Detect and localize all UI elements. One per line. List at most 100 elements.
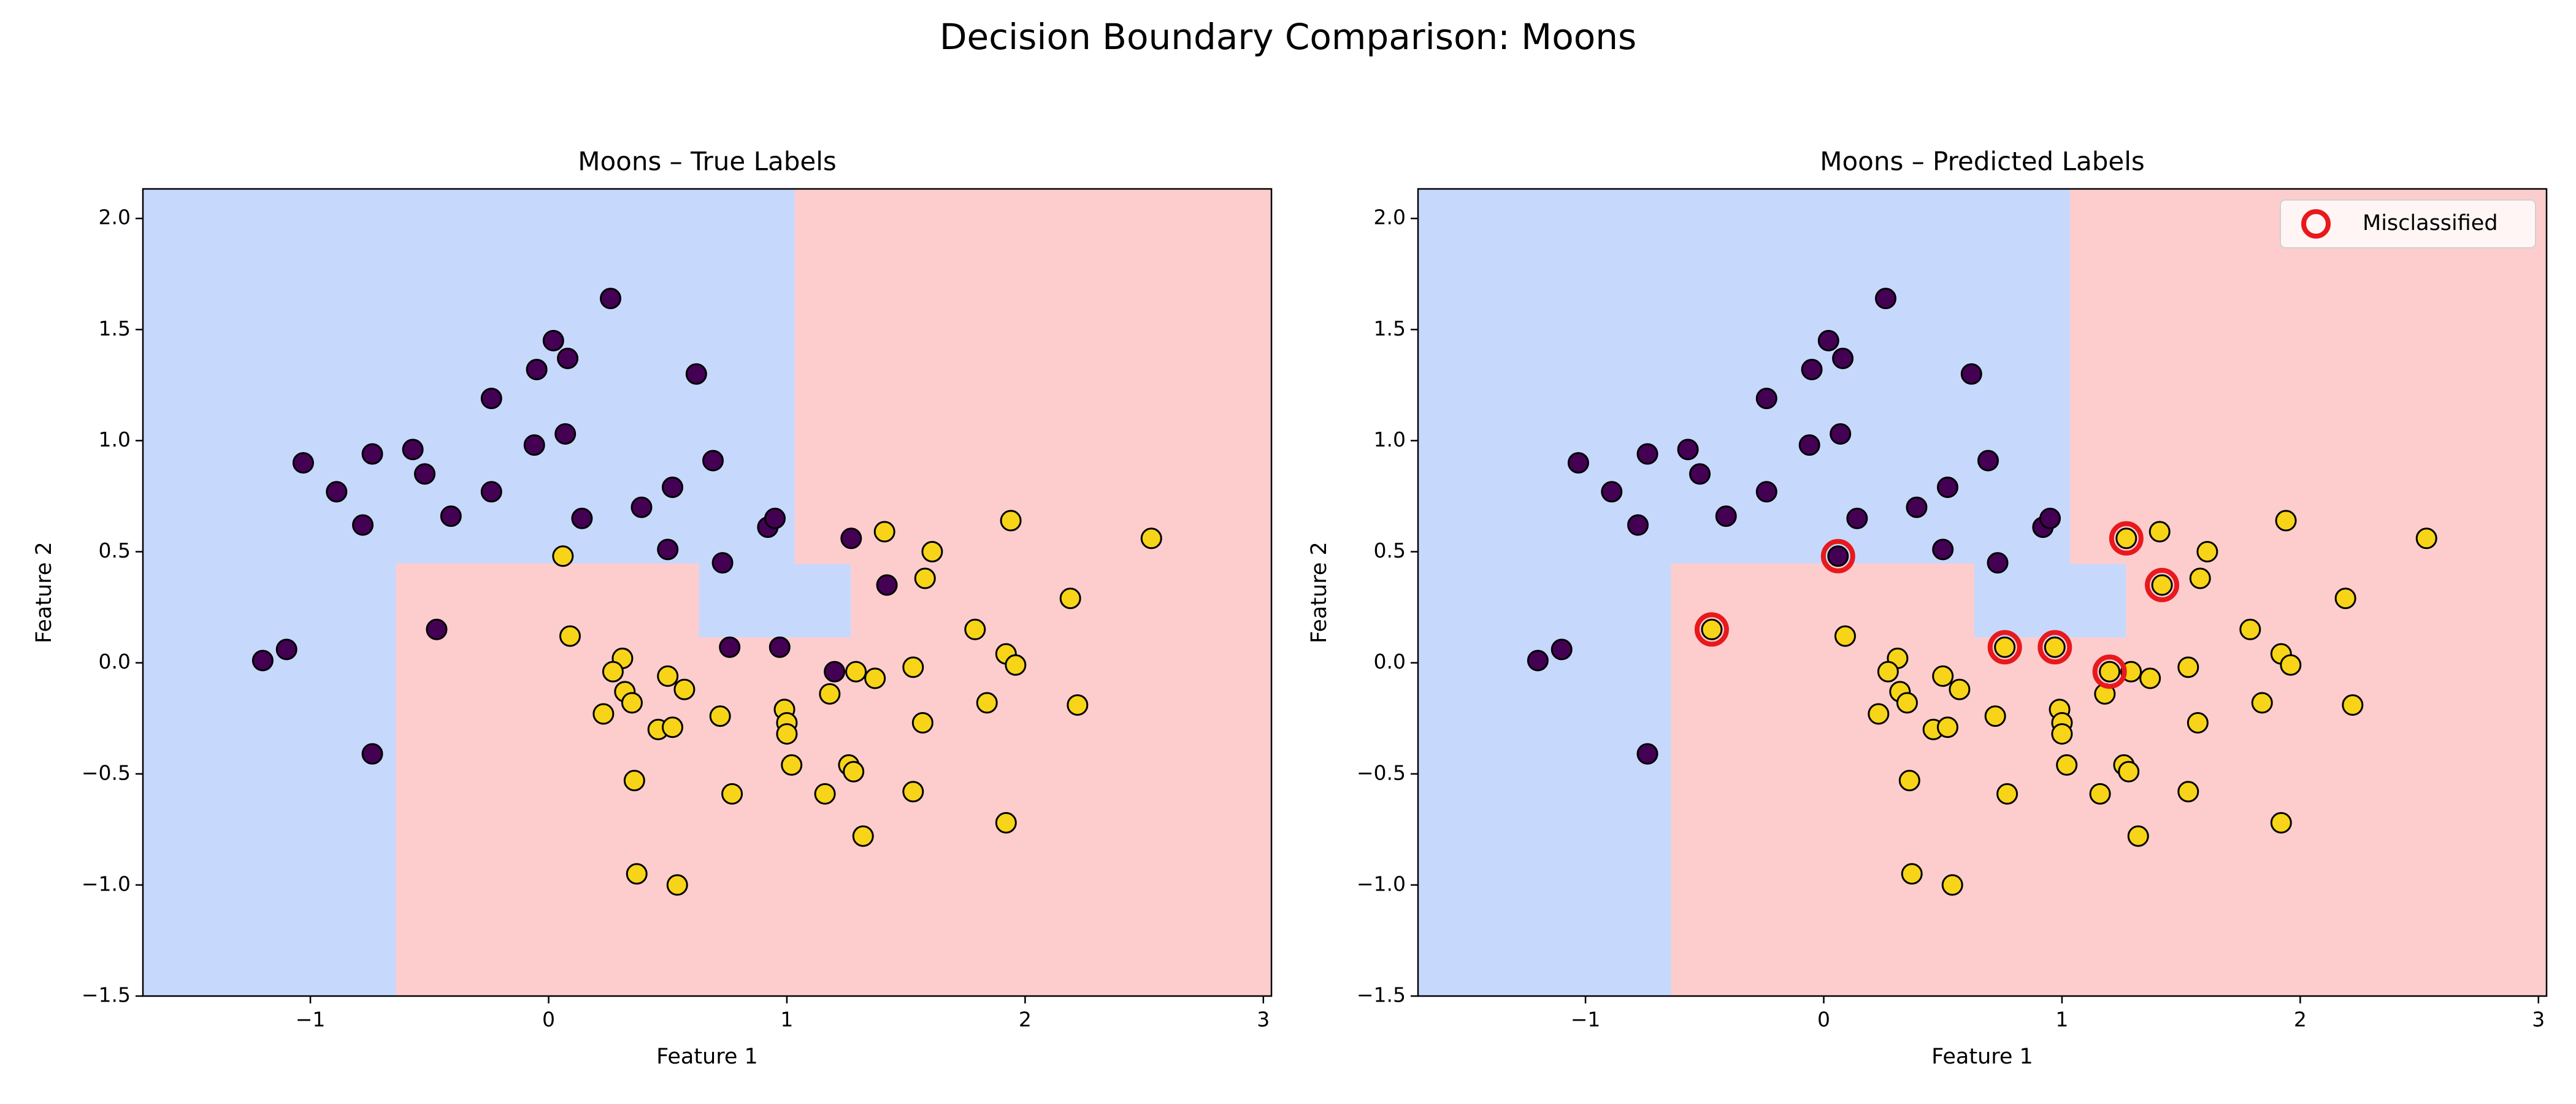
legend-label: Misclassified xyxy=(2363,211,2498,236)
legend-box xyxy=(2280,199,2536,248)
data-point xyxy=(2196,541,2218,563)
subplot: −1 0 1 2 3 −1.5 −1.0 −0.5 0.0 0.5 1.0 1.5 2.0 Moons –… xyxy=(32,147,1273,1069)
data-point xyxy=(1932,539,1954,561)
data-point xyxy=(542,329,564,351)
data-point xyxy=(1677,439,1699,461)
data-point xyxy=(1701,618,1723,640)
data-point xyxy=(1827,545,1849,567)
data-point xyxy=(1000,510,1022,532)
misclassified-ring xyxy=(1820,539,1855,573)
figure-title: Decision Boundary Comparison: Moons xyxy=(940,16,1636,58)
y-tick-label: 2.0 xyxy=(1374,205,1406,229)
data-point xyxy=(2187,711,2209,734)
data-point xyxy=(776,723,798,745)
x-tick-label: −1 xyxy=(1571,1008,1601,1032)
data-point xyxy=(2189,567,2211,589)
data-point xyxy=(1627,514,1649,536)
x-tick-label: 2 xyxy=(2294,1008,2307,1032)
data-point xyxy=(902,656,924,678)
data-point xyxy=(292,452,314,474)
data-point xyxy=(361,743,383,765)
data-point xyxy=(1689,463,1711,485)
data-point xyxy=(1936,476,1958,498)
data-point xyxy=(781,754,803,776)
data-point xyxy=(1874,288,1896,310)
data-point xyxy=(2334,588,2356,610)
data-point xyxy=(2039,507,2061,529)
data-point xyxy=(1868,703,1890,725)
data-point xyxy=(1960,363,1982,385)
data-point xyxy=(964,618,986,640)
data-point xyxy=(631,496,653,518)
data-point xyxy=(1901,863,1923,885)
x-tick-label: 1 xyxy=(780,1008,793,1032)
data-point xyxy=(2127,825,2149,847)
data-point xyxy=(402,439,424,461)
data-point xyxy=(1005,654,1027,676)
data-point xyxy=(623,770,645,792)
data-point xyxy=(2177,781,2199,803)
data-point xyxy=(1830,423,1852,445)
data-point xyxy=(1636,443,1658,465)
data-point xyxy=(661,476,683,498)
data-point xyxy=(666,874,688,896)
data-point xyxy=(426,618,448,640)
data-point xyxy=(626,863,648,885)
data-point xyxy=(1932,665,1954,687)
y-axis-label: Feature 2 xyxy=(32,542,56,643)
data-point xyxy=(2177,656,2199,678)
y-tick-label: −0.5 xyxy=(1357,761,1406,784)
data-point xyxy=(661,716,683,738)
data-point xyxy=(1987,552,2009,574)
y-tick-label: −1.0 xyxy=(1357,872,1406,895)
data-point xyxy=(1877,661,1899,683)
y-tick-label: 0.0 xyxy=(99,650,131,673)
data-point xyxy=(995,811,1017,834)
data-point xyxy=(352,514,374,536)
data-point xyxy=(1755,481,1777,503)
data-point xyxy=(764,507,786,529)
data-point xyxy=(440,505,462,527)
data-point xyxy=(2089,783,2111,805)
data-point xyxy=(1896,692,1918,714)
data-point xyxy=(824,661,846,683)
data-point xyxy=(2044,636,2066,658)
data-point xyxy=(1567,452,1589,474)
data-point xyxy=(873,521,895,543)
data-point xyxy=(702,450,724,472)
data-point xyxy=(1996,783,2018,805)
x-tick-label: 2 xyxy=(1019,1008,1032,1032)
data-point xyxy=(602,661,624,683)
data-point xyxy=(685,363,707,385)
y-tick-label: 0.5 xyxy=(1374,539,1406,562)
data-point xyxy=(2251,692,2273,714)
subplot-title: Moons – True Labels xyxy=(578,147,837,177)
data-point xyxy=(557,347,579,369)
data-point xyxy=(852,825,874,847)
y-tick-label: −1.0 xyxy=(82,872,131,895)
data-point xyxy=(2056,754,2078,776)
data-point xyxy=(1936,716,1958,738)
misclassified-ring xyxy=(2145,567,2180,602)
x-tick-label: −1 xyxy=(296,1008,326,1032)
data-point xyxy=(2280,654,2302,676)
misclassified-ring xyxy=(2109,521,2144,556)
y-tick-label: 1.0 xyxy=(1374,427,1406,451)
data-point xyxy=(814,783,836,805)
y-tick-label: −1.5 xyxy=(1357,983,1406,1007)
data-point xyxy=(976,692,998,714)
data-point xyxy=(1140,527,1162,550)
data-point xyxy=(1601,481,1623,503)
data-point xyxy=(2415,527,2437,550)
data-point xyxy=(523,434,545,456)
legend-marker xyxy=(2301,209,2331,239)
x-axis-label: Feature 1 xyxy=(1931,1045,2033,1069)
data-point xyxy=(819,683,841,705)
subplot-title: Moons – Predicted Labels xyxy=(1820,147,2145,177)
data-point xyxy=(1832,347,1854,369)
data-point xyxy=(902,781,924,803)
data-point xyxy=(621,692,643,714)
data-point xyxy=(840,527,862,550)
data-point xyxy=(2149,521,2171,543)
